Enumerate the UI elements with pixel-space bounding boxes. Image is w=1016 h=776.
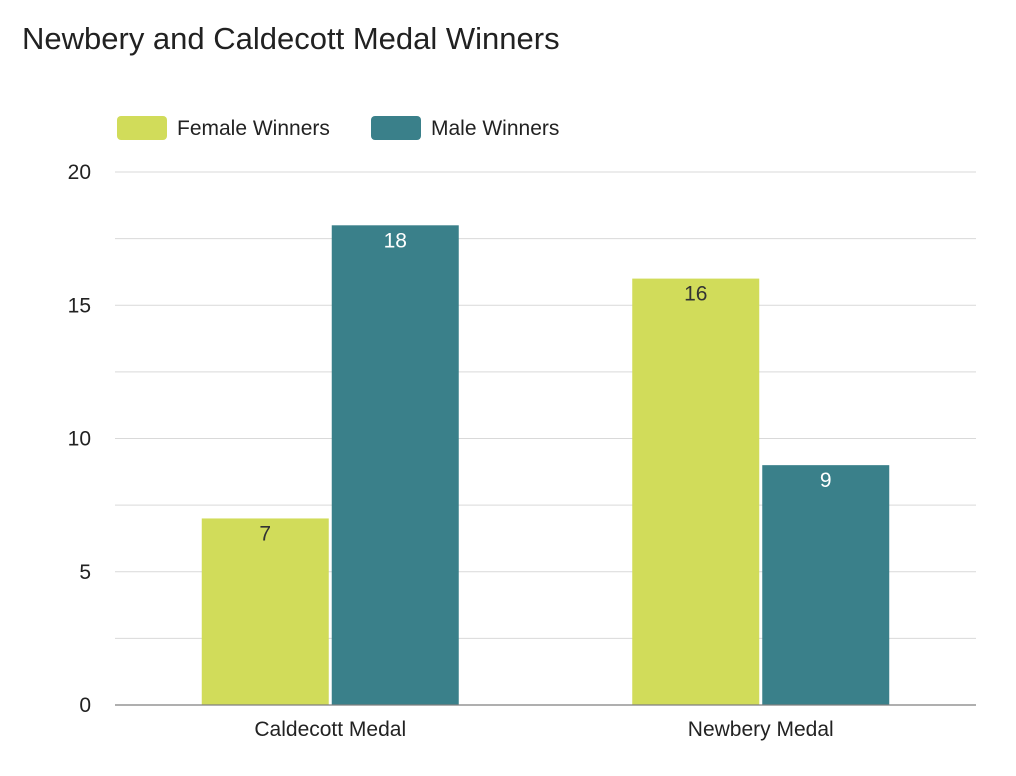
y-tick-label: 20 [68,161,91,184]
y-tick-label: 0 [79,694,91,717]
y-tick-label: 15 [68,294,91,317]
bars [201,225,890,706]
bar [201,518,329,705]
chart-title: Newbery and Caldecott Medal Winners [22,21,560,56]
bar [762,465,890,705]
x-category-label: Caldecott Medal [254,718,406,741]
y-tick-label: 10 [68,428,91,451]
legend-swatch [117,116,167,140]
legend-label: Male Winners [431,117,559,140]
data-labels: 7 18 16 9 [259,229,831,545]
x-category-label: Newbery Medal [688,718,834,741]
data-label: 7 [259,522,271,545]
bar [331,225,459,706]
legend: Female Winners Male Winners [117,116,559,140]
data-label: 18 [384,229,407,252]
axes: 0 5 10 15 20 Caldecott Medal Newbery Medal [68,161,976,741]
bar [632,278,760,705]
y-tick-label: 5 [79,561,91,584]
legend-swatch [371,116,421,140]
data-label: 16 [684,283,707,306]
legend-label: Female Winners [177,117,330,140]
data-label: 9 [820,469,832,492]
